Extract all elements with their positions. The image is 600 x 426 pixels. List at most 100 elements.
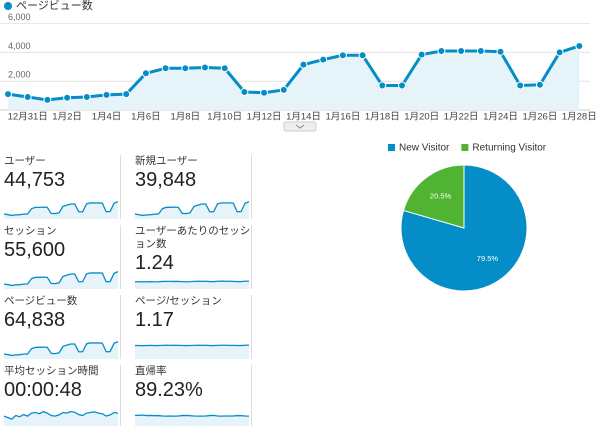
- point: [43, 95, 52, 104]
- metric-tile: ページ/セッション 1.17: [135, 295, 252, 359]
- metric-value: 55,600: [4, 239, 66, 261]
- x-tick-label: 1月26日: [522, 112, 557, 123]
- point: [4, 90, 12, 99]
- sparkline-line: [4, 410, 118, 420]
- metric-value: 39,848: [135, 169, 197, 191]
- legend-swatch: [461, 144, 469, 151]
- sparkline-line: [135, 280, 249, 283]
- metric-tile: 新規ユーザー 39,848: [135, 155, 252, 219]
- point: [299, 60, 308, 69]
- sparkline-line: [4, 271, 118, 287]
- x-tick-label: 1月28日: [562, 112, 597, 123]
- sparkline: [135, 344, 249, 359]
- point: [260, 88, 269, 97]
- metric-label: ページビュー数: [4, 295, 78, 307]
- point: [338, 51, 347, 60]
- point: [555, 48, 564, 57]
- point: [358, 51, 367, 60]
- metric-value: 1.17: [135, 309, 174, 331]
- sparkline-line: [135, 414, 249, 417]
- point: [181, 64, 190, 73]
- metric-label: ページ/セッション: [135, 295, 222, 307]
- x-tick-label: 1月18日: [365, 112, 400, 123]
- resize-handle[interactable]: [283, 121, 317, 132]
- metric-tile: 平均セッション時間 00:00:48: [4, 365, 121, 426]
- point: [82, 93, 91, 102]
- point: [141, 69, 150, 78]
- metric-tile: 直帰率 89.23%: [135, 365, 252, 426]
- sparkline-area: [135, 281, 249, 289]
- point: [122, 90, 131, 99]
- metric-value: 64,838: [4, 309, 66, 331]
- point: [496, 47, 505, 56]
- pie-slice: [402, 164, 465, 229]
- point: [240, 88, 249, 97]
- y-tick-label: 4,000: [8, 41, 31, 51]
- sparkline-area: [135, 415, 249, 426]
- y-tick-label: 6,000: [8, 12, 31, 22]
- point: [516, 81, 525, 90]
- sparkline: [4, 271, 118, 289]
- point: [102, 90, 111, 99]
- legend-dot: [4, 2, 12, 10]
- line-chart: ページビュー数 2,000 4,000 6,000 12月31日 1月2日 1月4日 1月6…: [0, 0, 597, 132]
- metric-label: ユーザーあたりのセッション数: [135, 225, 251, 250]
- metric-value: 89.23%: [135, 379, 203, 401]
- sparkline: [4, 341, 118, 359]
- sparkline-line: [135, 344, 249, 347]
- sparkline: [135, 201, 249, 219]
- point: [220, 64, 229, 73]
- point: [457, 46, 466, 55]
- sparkline: [135, 414, 249, 426]
- metric-label: ユーザー: [4, 155, 46, 167]
- legend-label: New Visitor: [399, 143, 450, 154]
- handle-arrow: [295, 124, 305, 129]
- sparkline-line: [4, 341, 118, 357]
- x-tick-label: 1月14日: [286, 112, 321, 123]
- metric-tile: セッション 55,600: [4, 225, 121, 289]
- slice-label: 20.5%: [430, 192, 452, 201]
- metric-tile: ユーザーあたりのセッション数 1.24: [135, 225, 252, 289]
- metric-tile: ページビュー数 64,838: [4, 295, 121, 359]
- point: [201, 63, 209, 72]
- sparkline: [4, 201, 118, 219]
- x-tick-label: 12月31日: [8, 112, 48, 123]
- metric-value: 1.24: [135, 252, 174, 274]
- metric-label: 新規ユーザー: [135, 155, 198, 167]
- point: [63, 93, 72, 102]
- legend-swatch: [388, 144, 395, 151]
- legend-label: Returning Visitor: [472, 143, 546, 154]
- metric-value: 44,753: [4, 169, 66, 191]
- slice-label: 79.5%: [477, 254, 499, 263]
- point: [279, 85, 288, 94]
- y-tick-label: 2,000: [8, 70, 31, 80]
- sparkline-area: [135, 345, 249, 359]
- metric-label: 直帰率: [135, 365, 167, 377]
- legend-label: ページビュー数: [16, 0, 93, 12]
- point: [161, 64, 170, 73]
- sparkline: [4, 410, 118, 426]
- point: [437, 46, 446, 55]
- metric-value: 00:00:48: [4, 379, 82, 401]
- x-tick-label: 1月2日: [52, 112, 82, 123]
- point: [378, 81, 387, 90]
- x-tick-label: 1月8日: [171, 112, 201, 123]
- metric-label: セッション: [4, 225, 57, 237]
- sparkline: [135, 280, 249, 289]
- point: [319, 55, 328, 64]
- x-tick-label: 1月10日: [207, 112, 242, 123]
- point: [398, 81, 406, 90]
- x-tick-label: 1月4日: [92, 112, 122, 123]
- x-tick-label: 1月16日: [325, 112, 360, 123]
- sparkline-area: [4, 411, 118, 426]
- sparkline-line: [135, 201, 249, 217]
- point: [535, 80, 544, 89]
- point: [417, 50, 426, 59]
- point: [23, 93, 32, 102]
- x-tick-label: 1月22日: [444, 112, 479, 123]
- x-tick-label: 1月6日: [131, 112, 161, 123]
- metric-tile: ユーザー 44,753: [4, 155, 121, 219]
- sparkline-line: [4, 201, 118, 217]
- metric-label: 平均セッション時間: [4, 365, 99, 377]
